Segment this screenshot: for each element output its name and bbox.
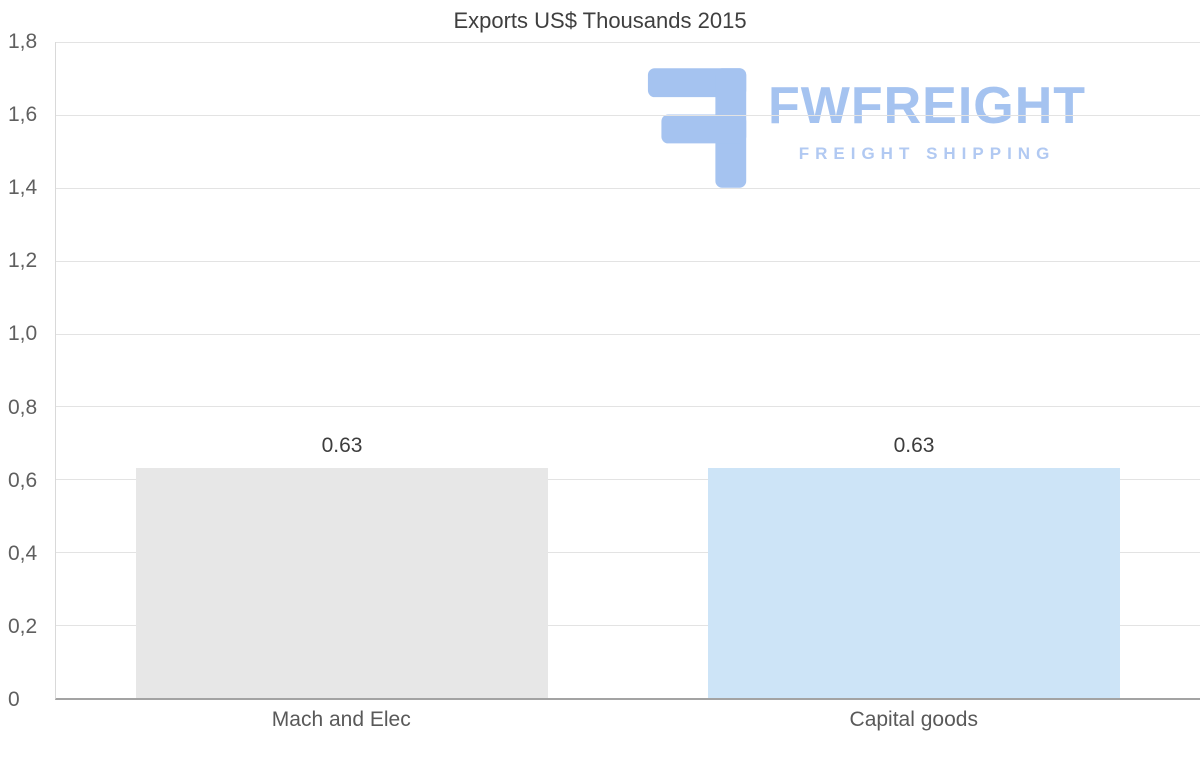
gridline [56, 187, 1200, 189]
gridline [56, 114, 1200, 116]
y-tick-label: 1,2 [8, 249, 38, 273]
plot-area: 0.63 0.63 [55, 42, 1200, 700]
bar-value-label: 0.63 [893, 434, 935, 458]
gridline [56, 260, 1200, 262]
bar-mach-and-elec [136, 468, 548, 698]
y-tick-label: 1,6 [8, 103, 38, 127]
y-tick-label: 1,0 [8, 322, 38, 346]
y-tick-label: 0,6 [8, 468, 38, 492]
y-tick-label: 0,4 [8, 541, 38, 565]
x-category-label: Mach and Elec [271, 708, 411, 731]
bar-capital-goods [708, 468, 1120, 698]
gridline [56, 42, 1200, 43]
gridline [56, 625, 1200, 627]
gridline [56, 479, 1200, 481]
bar-value-label: 0.63 [321, 434, 363, 458]
bar-slot: 0.63 [628, 42, 1200, 698]
y-tick-label: 1,8 [8, 30, 38, 53]
gridline [56, 333, 1200, 335]
y-tick-label: 0,8 [8, 395, 38, 419]
y-tick-label: 0 [8, 688, 20, 711]
x-category-label: Capital goods [849, 708, 978, 731]
gridline [56, 552, 1200, 554]
chart-title: Exports US$ Thousands 2015 [453, 8, 747, 33]
y-tick-label: 0,2 [8, 614, 38, 638]
y-tick-label: 1,4 [8, 176, 38, 200]
gridline [56, 406, 1200, 408]
x-axis-labels: Mach and Elec Capital goods [55, 708, 1200, 732]
y-axis-labels: 0 0,2 0,4 0,6 0,8 1,0 1,2 1,4 1,6 1,8 [0, 30, 50, 711]
bar-slot: 0.63 [56, 42, 628, 698]
